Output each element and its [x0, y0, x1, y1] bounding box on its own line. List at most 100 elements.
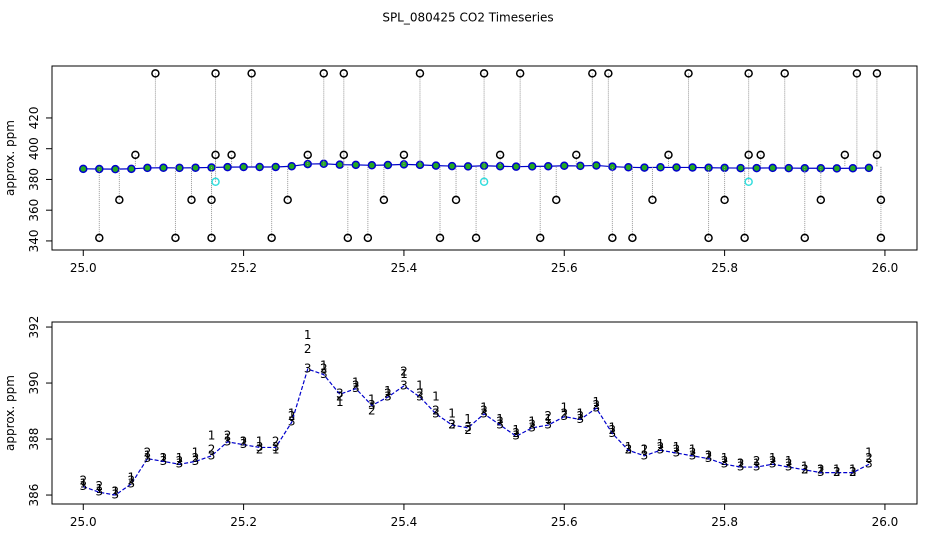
point	[283, 195, 292, 205]
point	[303, 159, 312, 169]
point	[588, 69, 597, 78]
point: 3	[641, 448, 649, 462]
point	[479, 177, 489, 186]
point: 1	[416, 378, 424, 392]
point	[319, 69, 329, 78]
point	[267, 233, 276, 243]
point: 1	[480, 401, 488, 415]
point	[608, 162, 617, 171]
point	[832, 164, 842, 173]
point	[95, 233, 104, 243]
point: 1	[528, 415, 536, 429]
point: 2	[833, 465, 841, 479]
point: 1	[753, 457, 761, 471]
point: 3	[144, 451, 152, 465]
x-tick-label: 25.8	[711, 261, 738, 275]
point: 3	[657, 443, 665, 457]
point: 1	[496, 412, 504, 426]
point: 3	[432, 406, 440, 420]
point: 3	[112, 488, 120, 502]
point	[744, 150, 753, 160]
point	[143, 163, 152, 173]
point: 1	[464, 412, 472, 426]
point	[159, 163, 168, 173]
point: 3	[368, 398, 376, 412]
point	[187, 195, 196, 205]
point	[656, 163, 665, 172]
point	[211, 150, 220, 160]
point	[343, 233, 353, 243]
point	[335, 160, 345, 169]
x-tick-label: 26.0	[872, 515, 899, 529]
x-tick-label: 25.6	[551, 515, 578, 529]
point	[852, 69, 862, 78]
point	[111, 164, 120, 174]
point	[876, 195, 886, 205]
chart-title: SPL_080425 CO2 Timeseries	[382, 11, 553, 25]
point	[664, 150, 673, 160]
point	[115, 195, 124, 205]
point: 1	[256, 434, 264, 448]
point	[271, 162, 280, 172]
point: 2	[673, 443, 681, 457]
point: 3	[673, 446, 681, 460]
point: 1	[737, 457, 745, 471]
point	[399, 160, 409, 169]
point: 1	[609, 420, 617, 434]
point	[211, 177, 220, 186]
point: 1	[384, 384, 392, 398]
point: 2	[769, 454, 777, 468]
point	[768, 163, 777, 173]
point: 3	[833, 465, 841, 479]
y-tick-label: 420	[27, 107, 41, 130]
point: 3	[560, 409, 568, 423]
point: 1	[576, 406, 584, 420]
point: 3	[288, 415, 296, 429]
point: 3	[192, 454, 200, 468]
y-tick-label: 392	[27, 316, 41, 339]
point: 3	[240, 437, 248, 451]
point: 3	[400, 378, 408, 392]
point: 3	[609, 426, 617, 440]
point: 2	[496, 415, 504, 429]
point: 2	[480, 404, 488, 418]
point	[191, 163, 200, 173]
point: 3	[224, 434, 232, 448]
y-tick-label: 340	[27, 229, 41, 252]
point	[415, 69, 425, 78]
point: 3	[304, 362, 312, 376]
point: 1	[593, 395, 601, 409]
x-tick-label: 25.6	[551, 261, 578, 275]
point	[239, 162, 248, 172]
point	[648, 195, 657, 205]
point: 2	[416, 387, 424, 401]
point	[463, 162, 473, 171]
point	[576, 161, 585, 171]
point	[227, 150, 236, 160]
point	[872, 150, 882, 160]
point	[816, 195, 826, 205]
point	[672, 163, 681, 172]
point: 2	[721, 454, 729, 468]
point: 3	[689, 448, 697, 462]
point: 2	[705, 448, 713, 462]
point: 2	[785, 457, 793, 471]
point: 1	[849, 462, 857, 476]
point: 3	[496, 418, 504, 432]
point	[527, 162, 537, 171]
point: 2	[160, 451, 168, 465]
y-tick-label: 388	[27, 428, 41, 451]
point: 2	[336, 390, 344, 404]
point: 3	[593, 401, 601, 415]
point: 2	[192, 451, 200, 465]
point: 1	[769, 451, 777, 465]
point	[848, 163, 858, 173]
point: 2	[689, 446, 697, 460]
point: 2	[865, 451, 873, 465]
point	[756, 150, 765, 160]
point	[720, 163, 729, 173]
point	[560, 161, 569, 171]
point: 3	[817, 465, 825, 479]
point: 2	[432, 404, 440, 418]
point	[640, 163, 649, 172]
